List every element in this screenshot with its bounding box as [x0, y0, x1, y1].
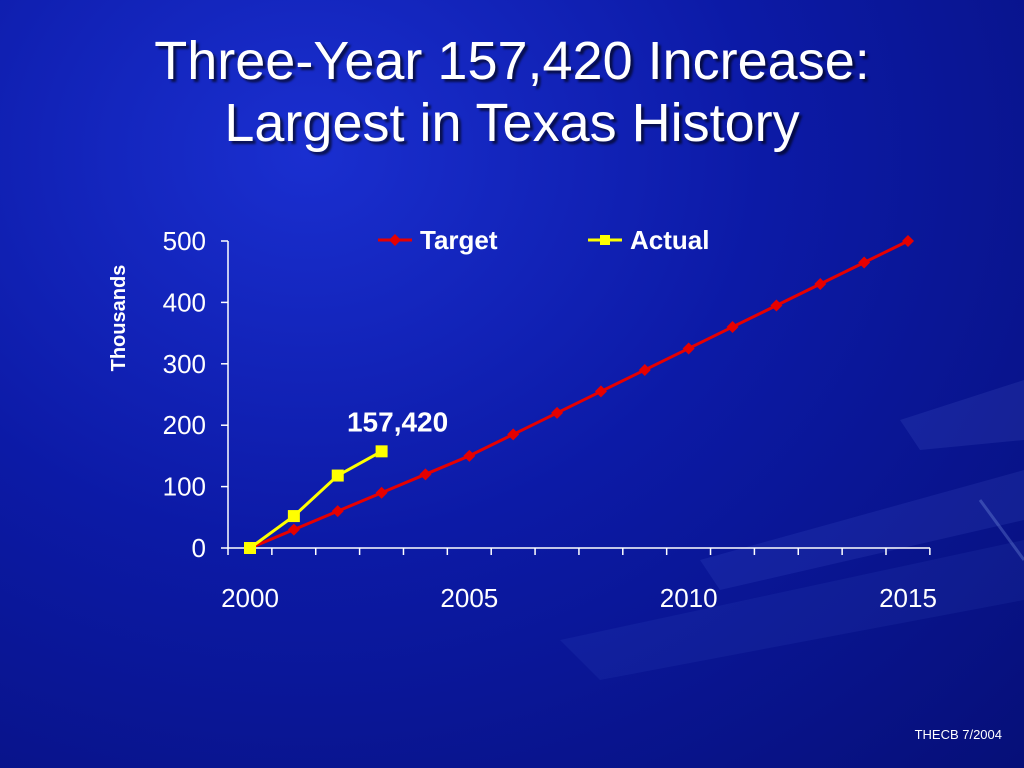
data-point-target — [331, 505, 344, 518]
data-point-target — [858, 256, 871, 269]
x-tick-label: 2005 — [440, 583, 498, 613]
footer-credit: THECB 7/2004 — [914, 727, 1002, 742]
data-point-target — [902, 235, 914, 247]
y-tick-label: 100 — [163, 472, 206, 502]
data-point-target — [726, 320, 739, 333]
y-axis-label: Thousands — [108, 265, 130, 372]
data-point-target — [638, 363, 651, 376]
y-tick-label: 0 — [192, 533, 206, 563]
legend-label-actual: Actual — [630, 225, 709, 255]
x-tick-label: 2000 — [221, 583, 279, 613]
data-point-target — [463, 449, 476, 462]
data-point-actual — [287, 510, 300, 523]
legend-marker-actual — [600, 235, 610, 245]
data-point-target — [770, 299, 783, 312]
data-point-target — [682, 342, 695, 355]
series-line-actual — [249, 450, 383, 550]
data-point-target — [375, 486, 388, 499]
y-tick-label: 500 — [163, 226, 206, 256]
legend-label-target: Target — [420, 225, 498, 255]
x-tick-label: 2010 — [660, 583, 718, 613]
slide-title: Three-Year 157,420 Increase: Largest in … — [0, 30, 1024, 154]
y-tick-label: 200 — [163, 410, 206, 440]
slide-title-line-1: Three-Year 157,420 Increase: — [154, 31, 870, 91]
data-point-target — [814, 277, 827, 290]
series-line-target — [249, 239, 909, 550]
data-point-actual — [331, 469, 344, 482]
data-point-actual — [244, 542, 256, 554]
data-point-target — [507, 428, 520, 441]
x-tick-label: 2015 — [879, 583, 937, 613]
legend-marker-target — [389, 234, 401, 246]
y-tick-label: 300 — [163, 349, 206, 379]
data-label-annotation: 157,420 — [347, 406, 448, 437]
y-tick-label: 400 — [163, 287, 206, 317]
slide-title-line-2: Largest in Texas History — [224, 93, 800, 153]
data-point-target — [594, 385, 607, 398]
data-point-target — [287, 523, 300, 536]
data-point-actual — [375, 445, 388, 458]
data-point-target — [551, 406, 564, 419]
data-point-target — [419, 468, 432, 481]
